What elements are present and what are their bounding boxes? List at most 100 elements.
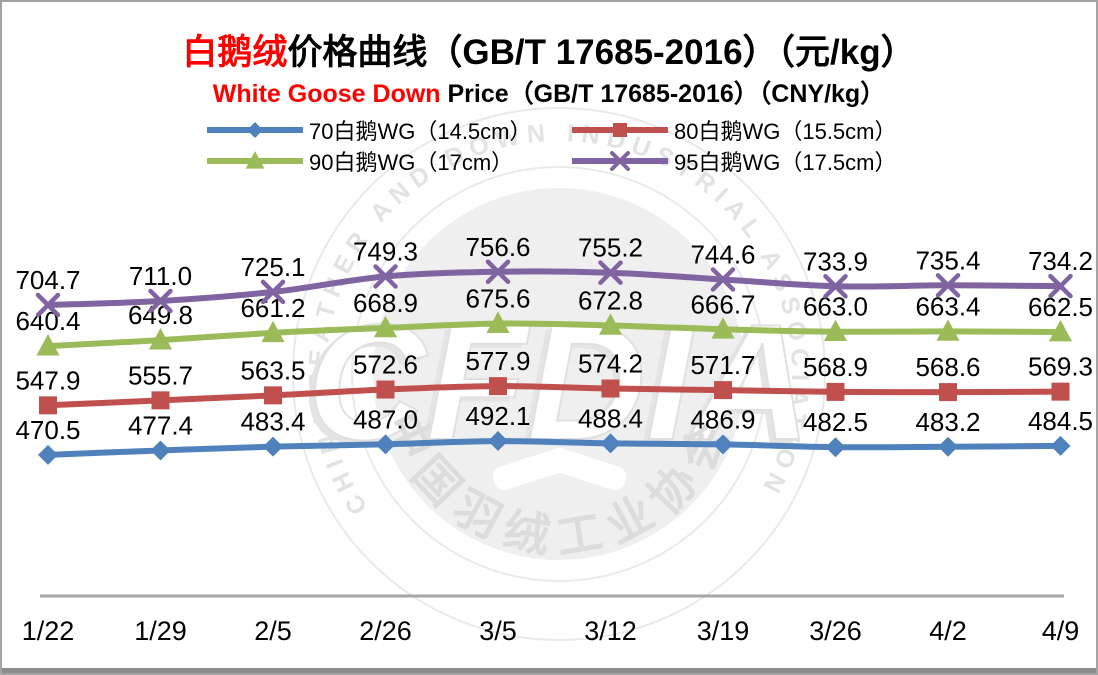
diamond-marker xyxy=(1050,435,1071,456)
data-label-70wg: 487.0 xyxy=(353,404,418,434)
x-axis-label: 3/19 xyxy=(697,616,750,646)
x-marker xyxy=(598,260,623,285)
legend-label-95wg: 95白鹅WG（17.5cm） xyxy=(674,149,897,175)
data-label-70wg: 470.5 xyxy=(15,415,80,445)
chart-subtitle-highlight: White Goose Down xyxy=(212,80,441,108)
data-label-80wg: 568.6 xyxy=(915,352,980,382)
x-axis-label: 2/26 xyxy=(359,616,412,646)
data-label-95wg: 734.2 xyxy=(1028,246,1093,276)
data-label-90wg: 661.2 xyxy=(240,293,305,323)
data-label-90wg: 640.4 xyxy=(15,306,80,336)
triangle-marker xyxy=(261,320,285,343)
diamond-marker xyxy=(825,437,846,458)
x-axis-label: 3/5 xyxy=(479,616,517,646)
series-line-70wg xyxy=(47,438,1061,458)
chart-title: 白鹅绒价格曲线（GB/T 17685-2016）（元/kg） xyxy=(2,24,1096,75)
square-marker xyxy=(489,377,507,396)
data-label-95wg: 704.7 xyxy=(15,265,80,295)
diamond-marker xyxy=(247,121,263,138)
square-marker xyxy=(1051,382,1070,401)
data-label-90wg: 668.9 xyxy=(353,288,418,318)
triangle-marker xyxy=(373,315,398,338)
data-label-80wg: 555.7 xyxy=(128,360,193,390)
series-70wg: 470.5 477.4 483.4 487.0 492.1 488.4 486.9 482.5… xyxy=(15,401,1093,465)
x-axis: 1/22 1/29 2/5 2/26 3/5 3/12 3/19 3/26 4/2 4/9 xyxy=(22,594,1080,646)
x-axis-label: 4/2 xyxy=(929,616,967,646)
legend-sample-80wg xyxy=(572,122,668,137)
data-label-80wg: 568.9 xyxy=(803,352,868,382)
x-marker xyxy=(485,259,511,285)
x-marker xyxy=(373,264,398,289)
series-90wg: 640.4 649.8 661.2 668.9 675.6 672.8 666.7 663.0… xyxy=(15,284,1093,356)
x-axis-label: 1/29 xyxy=(134,616,187,646)
legend-item-70wg: 70白鹅WG（14.5cm） xyxy=(205,114,570,146)
triangle-marker xyxy=(823,319,848,342)
triangle-marker xyxy=(711,317,735,339)
x-axis-label: 2/5 xyxy=(254,616,292,646)
data-label-95wg: 744.6 xyxy=(690,239,755,269)
data-label-70wg: 492.1 xyxy=(465,401,530,431)
data-label-80wg: 547.9 xyxy=(15,365,80,395)
handshake-icon xyxy=(492,447,627,491)
x-marker xyxy=(148,288,173,314)
x-marker xyxy=(710,267,736,292)
square-marker xyxy=(264,386,282,405)
data-label-70wg: 486.9 xyxy=(690,404,755,434)
square-marker xyxy=(939,383,957,402)
series-95wg: 704.7 711.0 725.1 749.3 756.6 755.2 744.6 733.9… xyxy=(15,232,1093,318)
square-marker xyxy=(151,391,170,410)
data-label-95wg: 756.6 xyxy=(465,232,530,262)
legend-label-90wg: 90白鹅WG（17cm） xyxy=(309,149,514,175)
x-axis-label: 1/22 xyxy=(22,616,75,646)
square-marker xyxy=(376,380,395,399)
square-marker xyxy=(613,122,627,137)
data-label-80wg: 571.7 xyxy=(690,350,755,380)
triangle-marker xyxy=(936,319,960,341)
x-marker xyxy=(35,292,61,318)
chart-legend: 70白鹅WG（14.5cm） 80白鹅WG（15.5cm） 90白鹅WG（17cm）… xyxy=(205,114,910,176)
square-marker xyxy=(826,382,845,401)
triangle-marker xyxy=(1048,319,1073,342)
diamond-marker xyxy=(38,444,58,465)
legend-item-80wg: 80白鹅WG（15.5cm） xyxy=(570,114,910,146)
data-label-90wg: 675.6 xyxy=(465,284,530,314)
legend-label-70wg: 70白鹅WG（14.5cm） xyxy=(309,118,532,144)
legend-sample-95wg xyxy=(572,150,668,171)
diamond-marker xyxy=(488,431,508,452)
data-label-90wg: 649.8 xyxy=(128,300,193,330)
data-label-70wg: 484.5 xyxy=(1028,406,1093,436)
data-label-70wg: 483.2 xyxy=(915,407,980,437)
data-label-70wg: 482.5 xyxy=(803,407,868,437)
data-label-90wg: 666.7 xyxy=(690,289,755,319)
data-label-80wg: 577.9 xyxy=(465,346,530,376)
chart-title-rest: 价格曲线（GB/T 17685-2016）（元/kg） xyxy=(287,33,916,72)
data-label-95wg: 755.2 xyxy=(578,233,643,263)
diamond-marker xyxy=(263,436,283,457)
triangle-marker xyxy=(148,328,173,350)
data-label-80wg: 563.5 xyxy=(240,355,305,385)
data-label-95wg: 725.1 xyxy=(240,252,305,282)
data-label-80wg: 572.6 xyxy=(353,350,418,380)
legend-item-95wg: 95白鹅WG（17.5cm） xyxy=(570,145,910,177)
diamond-marker xyxy=(938,436,958,457)
legend-label-80wg: 80白鹅WG（15.5cm） xyxy=(674,118,897,144)
triangle-marker xyxy=(598,313,623,335)
data-label-70wg: 483.4 xyxy=(240,407,305,437)
x-axis-label: 4/9 xyxy=(1042,616,1080,646)
data-label-80wg: 574.2 xyxy=(578,349,643,379)
bottom-border-bar xyxy=(2,668,1096,673)
data-label-70wg: 488.4 xyxy=(578,403,643,433)
data-label-80wg: 569.3 xyxy=(1028,352,1093,382)
data-label-70wg: 477.4 xyxy=(128,410,193,440)
data-label-95wg: 711.0 xyxy=(129,261,192,291)
legend-sample-70wg xyxy=(207,121,303,138)
diamond-marker xyxy=(600,433,621,454)
triangle-marker xyxy=(486,311,510,333)
x-marker xyxy=(260,279,286,305)
square-marker xyxy=(714,381,732,400)
data-label-90wg: 672.8 xyxy=(578,285,643,315)
legend-item-90wg: 90白鹅WG（17cm） xyxy=(205,145,570,177)
triangle-marker xyxy=(36,334,60,356)
